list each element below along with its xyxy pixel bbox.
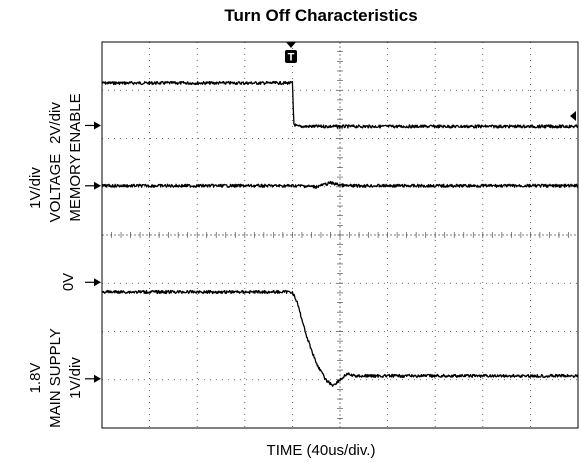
trace-memory-voltage <box>101 180 579 189</box>
trace-enable <box>101 80 579 129</box>
memory-voltage-label: VOLTAGE <box>47 154 64 223</box>
trace-main-supply <box>101 289 579 387</box>
trigger-marker: T <box>285 42 297 64</box>
channel-markers <box>85 121 101 383</box>
channel-3-ground-marker-arrow-icon <box>94 278 101 287</box>
x-axis-label: TIME (40us/div.) <box>266 442 376 459</box>
channel-3-level-marker-arrow-icon <box>94 374 101 383</box>
level-indicator-icon <box>570 111 576 121</box>
trigger-label: T <box>288 52 295 64</box>
channel-1-ground-marker-arrow-icon <box>94 121 101 130</box>
grid <box>101 41 579 429</box>
memory-voltage-label: 1V/div <box>27 167 44 209</box>
main-supply-level-label: 1.8V <box>27 363 44 394</box>
chart-title: Turn Off Characteristics <box>224 6 418 25</box>
plot-frame <box>101 41 579 429</box>
traces <box>101 80 579 387</box>
main-supply-label: MAIN SUPPLY <box>47 328 64 428</box>
main-supply-scale-label: 1V/div <box>67 357 84 399</box>
enable-label: ENABLE <box>67 93 84 152</box>
channel-2-ground-marker-arrow-icon <box>94 181 101 190</box>
main-supply-zero-label: 0V <box>60 273 77 291</box>
memory-voltage-label: MEMORY <box>67 154 84 221</box>
enable-scale-label: 2V/div <box>47 102 64 144</box>
